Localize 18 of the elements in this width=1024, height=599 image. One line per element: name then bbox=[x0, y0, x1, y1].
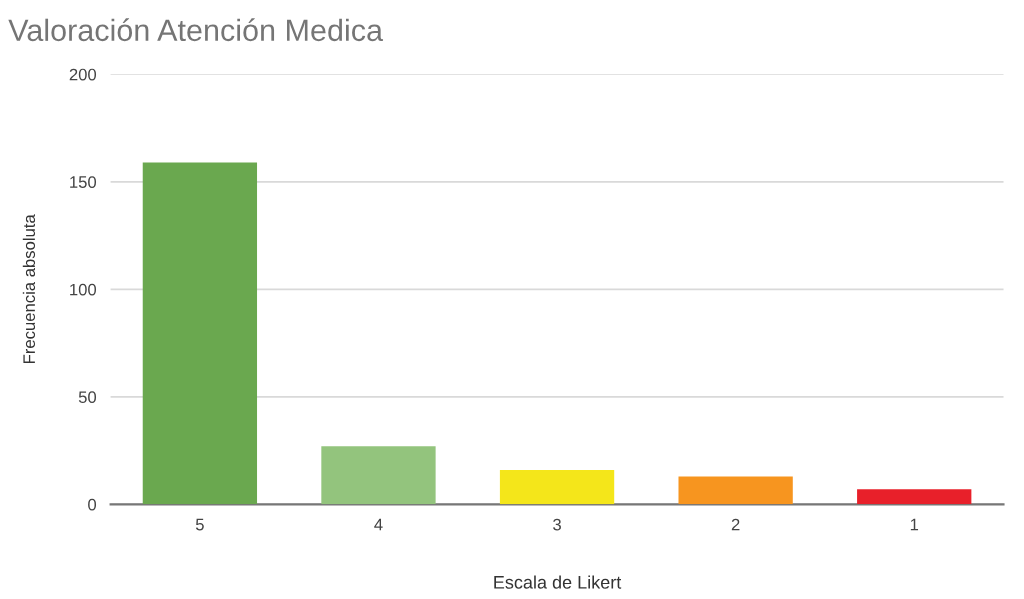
bar bbox=[321, 446, 436, 505]
y-axis-title: Frecuencia absoluta bbox=[22, 214, 36, 363]
x-tick-label: 3 bbox=[553, 518, 561, 531]
x-tick-label: 5 bbox=[195, 518, 204, 531]
x-tick-label: 4 bbox=[374, 518, 383, 531]
bar bbox=[499, 469, 615, 505]
y-tick-label: 100 bbox=[70, 283, 97, 296]
x-axis-title: Escala de Likert bbox=[494, 575, 622, 589]
y-tick-label: 200 bbox=[69, 68, 97, 81]
y-tick-label: 150 bbox=[70, 176, 97, 188]
chart-title: Valoración Atención Medica bbox=[8, 18, 384, 42]
x-tick-label: 2 bbox=[731, 518, 740, 531]
y-tick-label: 0 bbox=[88, 498, 97, 511]
y-tick-label: 50 bbox=[78, 391, 97, 404]
x-tick-label: 1 bbox=[910, 518, 919, 531]
bar bbox=[678, 476, 793, 505]
bar bbox=[857, 489, 972, 505]
bar bbox=[142, 162, 258, 505]
